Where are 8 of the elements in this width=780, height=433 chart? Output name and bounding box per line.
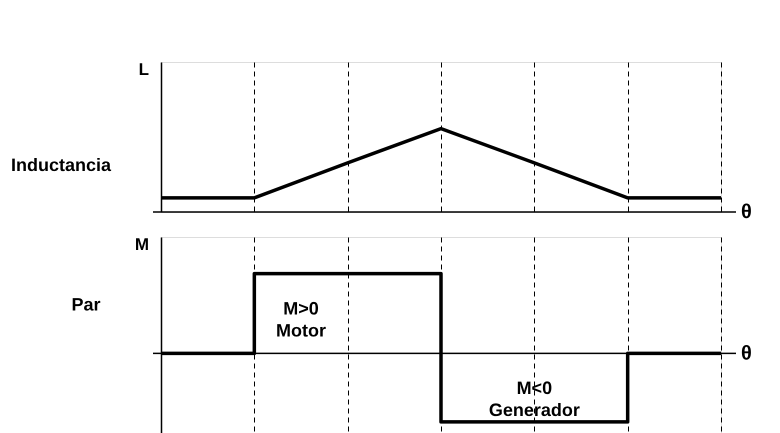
x-axis-title: θ (741, 342, 752, 364)
y-axis-title: M (134, 235, 149, 254)
text: Inductancia (11, 155, 112, 176)
x-axis-title: θ (741, 201, 752, 223)
text: Par (71, 294, 101, 315)
annotation: M<0 Generador (488, 378, 580, 420)
y-axis-title: L (138, 60, 149, 79)
annotation: M>0 Motor (276, 298, 326, 341)
